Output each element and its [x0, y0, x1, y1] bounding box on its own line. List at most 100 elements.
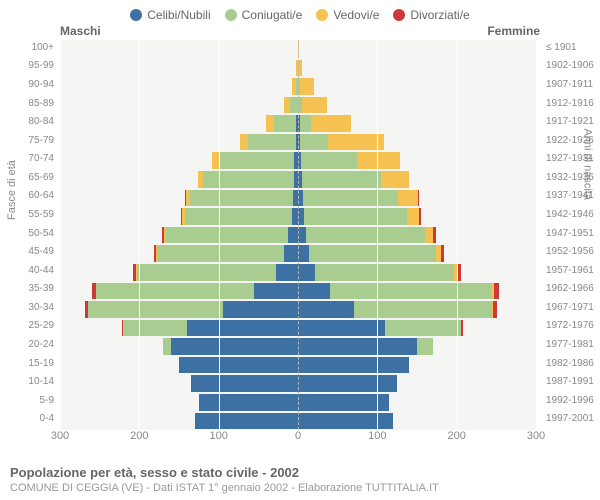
bar-segment: [298, 394, 389, 411]
male-bar: [179, 357, 298, 374]
male-bar: [199, 394, 298, 411]
female-bar: [298, 394, 389, 411]
birth-label: 1992-1996: [542, 391, 600, 410]
bar-segment: [199, 394, 298, 411]
population-pyramid-chart: Celibi/NubiliConiugati/eVedovi/eDivorzia…: [0, 0, 600, 500]
bar-segment: [254, 283, 298, 300]
bar-segment: [357, 152, 401, 169]
legend-label: Coniugati/e: [242, 8, 303, 22]
age-label: 40-44: [0, 261, 58, 280]
male-bar: [284, 97, 298, 114]
male-bar: [85, 301, 298, 318]
female-bar: [298, 320, 463, 337]
bar-segment: [288, 227, 298, 244]
female-bar: [298, 134, 384, 151]
bar-segment: [298, 301, 354, 318]
x-tick: 300: [527, 430, 545, 442]
female-bar: [298, 97, 327, 114]
bar-segment: [300, 115, 312, 132]
age-label: 5-9: [0, 391, 58, 410]
bar-segment: [407, 208, 419, 225]
birth-label: 1952-1956: [542, 242, 600, 261]
bar-segment: [301, 152, 357, 169]
age-label: 45-49: [0, 242, 58, 261]
female-bar: [298, 283, 499, 300]
bar-segment: [298, 338, 417, 355]
bar-segment: [171, 338, 298, 355]
bar-segment: [223, 301, 298, 318]
birth-label: 1902-1906: [542, 57, 600, 76]
female-bar: [298, 115, 351, 132]
age-label: 100+: [0, 38, 58, 57]
bar-segment: [187, 320, 298, 337]
age-label: 95-99: [0, 57, 58, 76]
bar-segment: [157, 245, 284, 262]
bar-segment: [298, 357, 409, 374]
bar-segment: [300, 134, 328, 151]
bar-segment: [266, 115, 274, 132]
female-bar: [298, 357, 409, 374]
chart-subtitle: COMUNE DI CEGGIA (VE) - Dati ISTAT 1° ge…: [10, 482, 590, 494]
chart-title: Popolazione per età, sesso e stato civil…: [10, 465, 590, 480]
bar-segment: [185, 208, 292, 225]
age-label: 50-54: [0, 224, 58, 243]
legend-item: Divorziati/e: [393, 8, 469, 22]
female-bar: [298, 413, 393, 430]
male-bar: [240, 134, 298, 151]
bar-segment: [203, 171, 294, 188]
male-header: Maschi: [60, 24, 101, 38]
male-bar: [181, 208, 298, 225]
bar-segment: [88, 301, 223, 318]
female-bar: [298, 208, 421, 225]
legend-item: Celibi/Nubili: [130, 8, 210, 22]
bar-segment: [309, 245, 436, 262]
age-label: 25-29: [0, 317, 58, 336]
bar-segment: [298, 320, 385, 337]
male-bar: [162, 227, 298, 244]
x-axis: 3002001000100200300: [60, 430, 536, 444]
female-bar: [298, 78, 314, 95]
bar-segment: [284, 245, 298, 262]
birth-label: 1907-1911: [542, 75, 600, 94]
bar-segment: [298, 413, 393, 430]
female-bar: [298, 338, 433, 355]
bar-segment: [433, 227, 436, 244]
age-label: 0-4: [0, 410, 58, 429]
female-bar: [298, 227, 436, 244]
bar-segment: [493, 301, 497, 318]
plot-area: [60, 40, 536, 430]
age-label: 85-89: [0, 94, 58, 113]
bar-segment: [298, 245, 309, 262]
age-label: 90-94: [0, 75, 58, 94]
legend: Celibi/NubiliConiugati/eVedovi/eDivorzia…: [0, 0, 600, 24]
x-tick: 200: [130, 430, 148, 442]
bar-segment: [304, 208, 407, 225]
birth-label: 1962-1966: [542, 280, 600, 299]
male-bar: [266, 115, 298, 132]
birth-label: 1912-1916: [542, 94, 600, 113]
birth-label: 1982-1986: [542, 354, 600, 373]
x-tick: 200: [447, 430, 465, 442]
gender-headers: Maschi Femmine: [0, 24, 600, 38]
female-header: Femmine: [487, 24, 540, 38]
birth-label: 1942-1946: [542, 205, 600, 224]
age-label: 80-84: [0, 112, 58, 131]
female-bar: [298, 245, 444, 262]
bar-segment: [96, 283, 255, 300]
bar-segment: [298, 283, 330, 300]
bar-segment: [398, 190, 418, 207]
legend-item: Coniugati/e: [225, 8, 303, 22]
male-bar: [212, 152, 298, 169]
birth-label: ≤ 1901: [542, 38, 600, 57]
bar-segment: [240, 134, 248, 151]
x-tick: 0: [295, 430, 301, 442]
y-right-title: Anni di nascita: [582, 128, 594, 200]
bar-segment: [419, 208, 421, 225]
bar-segment: [290, 97, 298, 114]
bar-segment: [328, 134, 384, 151]
legend-label: Celibi/Nubili: [147, 8, 210, 22]
male-bar: [92, 283, 298, 300]
age-label: 10-14: [0, 372, 58, 391]
age-label: 30-34: [0, 298, 58, 317]
bar-segment: [457, 264, 461, 281]
